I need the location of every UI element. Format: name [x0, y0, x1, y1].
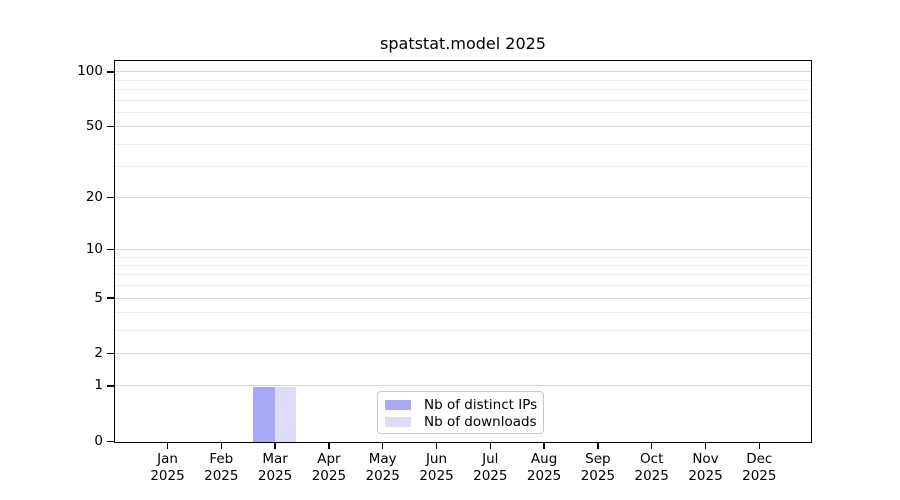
x-tick: [704, 443, 707, 449]
x-tick-label: Apr 2025: [311, 451, 347, 484]
x-tick-label: Sep 2025: [580, 451, 616, 484]
y-tick: [107, 125, 114, 128]
x-tick: [381, 443, 384, 449]
x-tick: [758, 443, 761, 449]
y-tick: [107, 440, 114, 443]
gridline-minor: [115, 89, 811, 91]
chart-title: spatstat.model 2025: [380, 34, 546, 53]
y-tick: [107, 385, 114, 387]
x-tick-label: Mar 2025: [257, 451, 293, 484]
legend-item-downloads: Nb of downloads: [378, 413, 543, 430]
x-tick: [597, 443, 599, 449]
gridline-minor: [115, 265, 811, 267]
legend-swatch-downloads: [385, 416, 411, 427]
x-tick: [274, 443, 276, 449]
legend-label-distinct-ips: Nb of distinct IPs: [424, 396, 538, 413]
y-tick-label: 10: [85, 240, 103, 257]
x-tick-label: Feb 2025: [204, 451, 239, 484]
x-tick: [543, 443, 545, 449]
y-tick-label: 2: [94, 345, 103, 362]
x-tick-label: Nov 2025: [688, 451, 723, 484]
gridline-major: [115, 71, 811, 73]
y-tick-label: 50: [85, 118, 103, 135]
gridline-minor: [115, 111, 811, 113]
legend: Nb of distinct IPs Nb of downloads: [377, 391, 544, 434]
bar-distinct-ips: [253, 386, 275, 442]
x-tick: [166, 443, 169, 449]
x-tick-label: Aug 2025: [526, 451, 562, 484]
x-tick-label: May 2025: [365, 451, 400, 484]
gridline-minor: [115, 99, 811, 101]
y-tick: [107, 297, 114, 299]
gridline-major: [115, 353, 811, 355]
y-tick-label: 0: [94, 433, 103, 449]
y-tick-label: 5: [94, 289, 103, 306]
x-tick: [220, 443, 223, 449]
x-tick-label: Dec 2025: [742, 451, 777, 484]
gridline-minor: [115, 285, 811, 287]
y-tick-label: 20: [85, 189, 103, 206]
x-tick: [328, 443, 330, 449]
gridline-major: [115, 385, 811, 387]
y-tick: [107, 71, 114, 73]
gridline-major: [115, 197, 811, 199]
bar-downloads: [274, 386, 297, 442]
x-tick: [650, 443, 653, 449]
plot-area: [114, 60, 812, 443]
x-tick-label: Oct 2025: [634, 451, 669, 484]
gridline-minor: [115, 79, 811, 81]
x-tick: [489, 443, 492, 449]
x-tick-label: Jul 2025: [473, 451, 508, 484]
gridline-minor: [115, 274, 811, 276]
y-tick: [107, 352, 114, 355]
y-tick: [107, 248, 114, 251]
gridline-major: [115, 297, 811, 299]
y-tick-label: 1: [94, 377, 103, 394]
x-tick: [435, 443, 438, 449]
gridline-minor: [115, 312, 811, 314]
x-tick-label: Jan 2025: [150, 451, 185, 484]
gridline-minor: [115, 329, 811, 331]
legend-item-distinct-ips: Nb of distinct IPs: [378, 396, 543, 413]
gridline-minor: [115, 143, 811, 145]
legend-swatch-distinct-ips: [385, 399, 411, 410]
gridline-major: [115, 248, 811, 250]
y-tick: [107, 196, 114, 199]
x-tick-label: Jun 2025: [419, 451, 454, 484]
gridline-minor: [115, 165, 811, 167]
gridline-minor: [115, 256, 811, 258]
y-tick-label: 100: [77, 63, 103, 80]
gridline-major: [115, 126, 811, 128]
legend-label-downloads: Nb of downloads: [424, 413, 537, 430]
